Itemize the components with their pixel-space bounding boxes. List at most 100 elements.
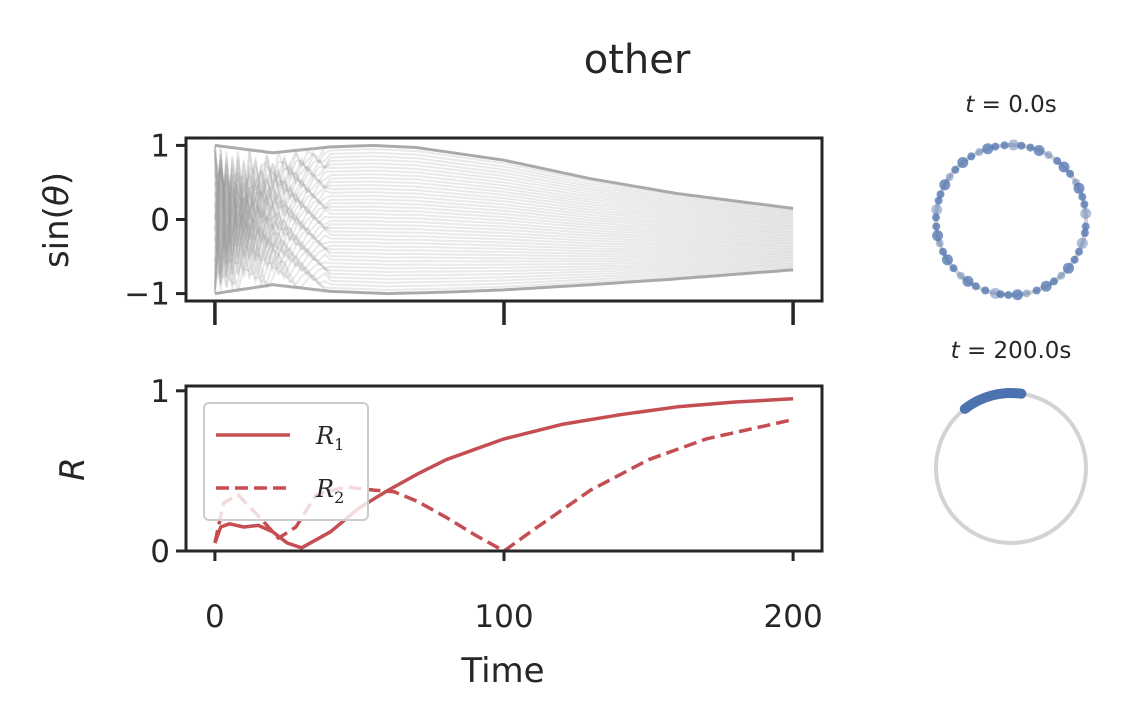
oscillator-point [1058, 161, 1070, 173]
snapshot-start: t = 0.0s [931, 92, 1092, 301]
oscillator-point [1063, 262, 1074, 274]
oscillator-point [1072, 178, 1080, 187]
phase-trace [213, 145, 794, 254]
phase-trace [213, 151, 794, 293]
oscillator-point [1081, 222, 1090, 231]
oscillator-point [1057, 271, 1066, 280]
oscillator-point [945, 173, 954, 181]
oscillator-point [991, 142, 1000, 151]
oscillator-point [1076, 237, 1088, 249]
order-x-label: Time [460, 651, 544, 691]
phase-trace [213, 145, 794, 278]
phase-y-label: sin(θ) [37, 172, 77, 268]
phase-trace [213, 156, 794, 269]
oscillator-point [1073, 182, 1085, 194]
oscillator-point [1066, 169, 1075, 178]
phase-trace [213, 179, 794, 277]
phase-envelope [214, 143, 794, 210]
oscillator-point [1026, 143, 1035, 152]
phase-trace [213, 186, 794, 285]
legend-label-r2: R2 [315, 475, 344, 507]
phase-trace [213, 151, 794, 266]
oscillator-point [939, 179, 951, 191]
phase-trace [213, 173, 794, 294]
oscillator-point [949, 264, 958, 273]
oscillator-point [956, 271, 965, 280]
phase-trace [213, 172, 794, 277]
phase-trace [213, 168, 794, 265]
oscillator-point [981, 286, 990, 295]
phase-trace [213, 147, 794, 279]
phase-trace [213, 154, 794, 277]
oscillator-point [971, 282, 980, 291]
phase-trace [213, 191, 794, 291]
phase-trace [213, 156, 794, 291]
phase-trace [213, 156, 794, 273]
oscillator-point [932, 230, 944, 242]
figure-title: other [584, 37, 691, 83]
oscillator-point [1000, 141, 1009, 150]
phase-trace [213, 168, 794, 278]
oscillator-point [996, 290, 1005, 299]
oscillator-point [1032, 286, 1041, 295]
phase-trace [213, 188, 794, 282]
phase-envelope [214, 268, 794, 296]
order-x-tick-label: 200 [764, 599, 823, 635]
oscillator-point [967, 152, 976, 161]
oscillator-point [1078, 192, 1087, 201]
oscillator-point [1033, 145, 1045, 156]
oscillator-point [939, 247, 947, 256]
oscillator-point [1044, 151, 1053, 159]
phase-y-tick-label: 0 [150, 203, 170, 239]
phase-trace [213, 175, 794, 272]
oscillator-point [951, 165, 960, 174]
phase-x-ticks [213, 301, 795, 325]
oscillator-point [934, 196, 943, 205]
oscillator-point [975, 148, 984, 156]
oscillator-point [936, 190, 945, 199]
phase-trace [213, 149, 794, 256]
oscillator-point [932, 213, 940, 222]
order-y-tick-label: 0 [150, 534, 170, 570]
snapshot-start-label: t = 0.0s [965, 92, 1057, 118]
oscillator-point [982, 143, 994, 155]
oscillator-point [1040, 280, 1052, 292]
oscillator-point [1050, 277, 1058, 286]
order-parameter-panel: 10 0 100 200 R Time R1 R2 [53, 374, 824, 691]
phase-trace [213, 146, 794, 285]
oscillator-point [962, 275, 974, 287]
oscillator-point [1008, 139, 1020, 151]
phase-traces [213, 143, 794, 296]
phase-trace [213, 168, 794, 268]
phase-trace [213, 148, 794, 254]
phase-trace [213, 147, 794, 289]
phase-y-tick-label: 1 [150, 128, 170, 164]
oscillator-point [1080, 229, 1089, 237]
oscillator-point [1053, 156, 1062, 165]
oscillator-point [1080, 208, 1092, 219]
oscillator-point [932, 222, 941, 231]
legend-label-r1: R1 [315, 422, 344, 454]
phase-trace [213, 154, 794, 263]
phase-y-tick-label: −1 [124, 277, 170, 313]
order-y-label: R [53, 457, 93, 481]
phase-trace [213, 191, 794, 284]
phase-trace [213, 160, 794, 291]
oscillator-point [1080, 200, 1089, 209]
oscillator-point [931, 204, 943, 216]
phase-trace [213, 174, 794, 294]
order-y-ticks: 10 [150, 374, 186, 570]
order-x-tick-label: 0 [205, 599, 225, 635]
oscillator-point [1012, 289, 1023, 301]
phase-trace [214, 170, 794, 264]
oscillator-points-start [931, 139, 1092, 301]
phase-trace [213, 162, 794, 287]
snapshot-end: t = 200.0s [934, 338, 1088, 545]
oscillator-point [1070, 255, 1079, 264]
order-x-tick-label: 100 [474, 599, 533, 635]
oscillator-point [1022, 289, 1031, 298]
phase-trace [213, 164, 794, 292]
phase-trace [213, 173, 794, 290]
oscillator-cluster-end [959, 388, 1027, 414]
